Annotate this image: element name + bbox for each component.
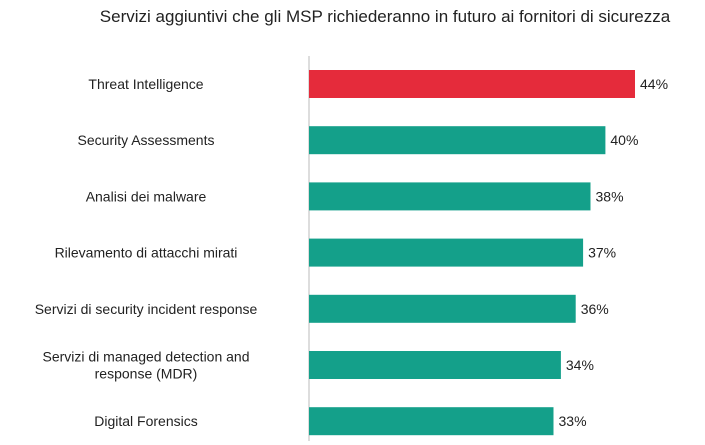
bar-6: [309, 407, 554, 436]
bar-1: [309, 126, 606, 155]
category-label-2: Analisi dei malware: [86, 188, 207, 204]
category-label-3: Rilevamento di attacchi mirati: [55, 245, 238, 261]
bar-2: [309, 182, 591, 211]
value-label-5: 34%: [566, 357, 594, 373]
value-label-2: 38%: [596, 188, 624, 204]
value-label-0: 44%: [640, 76, 668, 92]
bar-3: [309, 238, 584, 267]
value-label-1: 40%: [610, 132, 638, 148]
category-label-1: Security Assessments: [78, 132, 215, 148]
category-label-5: Servizi di managed detection and response…: [42, 349, 249, 382]
value-label-6: 33%: [559, 413, 587, 429]
chart-title: Servizi aggiuntivi che gli MSP richieder…: [99, 7, 671, 26]
category-label-0: Threat Intelligence: [88, 76, 203, 92]
value-label-3: 37%: [588, 245, 616, 261]
category-label-4: Servizi di security incident response: [35, 301, 258, 317]
category-label-6: Digital Forensics: [94, 413, 197, 429]
value-label-4: 36%: [581, 301, 609, 317]
bar-5: [309, 351, 561, 379]
bar-4: [309, 294, 576, 323]
bar-0: [309, 70, 635, 98]
